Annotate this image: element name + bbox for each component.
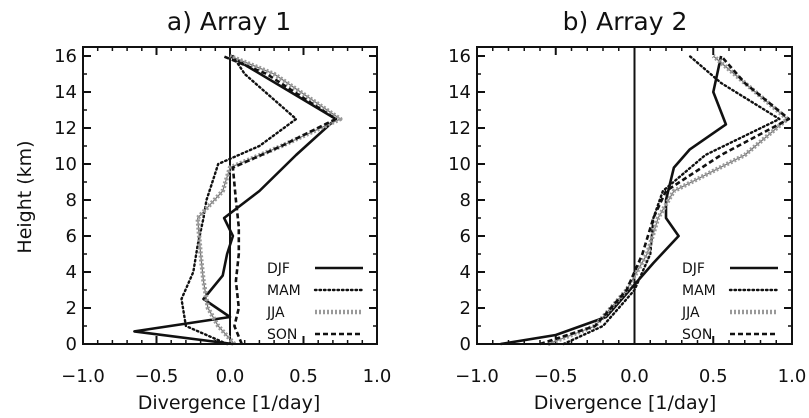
x-tick-label: −0.5	[135, 366, 179, 387]
y-tick-label: 14	[54, 82, 77, 103]
legend: DJF MAM JJA SON	[266, 261, 365, 343]
legend-label-mam: MAM	[682, 283, 716, 299]
y-axis-label: Height (km)	[14, 140, 36, 253]
y-tick-label: 16	[54, 46, 77, 67]
series-line-mam	[562, 54, 781, 346]
y-tick-label: 2	[66, 298, 77, 319]
y-tick-label: 6	[66, 226, 77, 247]
panel-array-2: b) Array 2 Divergence [1/day] DJF MAM JJA S…	[448, 7, 806, 414]
x-tick-label: 0.5	[699, 366, 728, 387]
panel-title: b) Array 2	[563, 7, 688, 36]
y-tick-label: 14	[448, 82, 471, 103]
series-line-jja	[547, 54, 790, 347]
series-line-jja	[195, 53, 343, 346]
series-line-son	[222, 54, 338, 345]
y-tick-label: 8	[460, 190, 471, 211]
x-axis-label: Divergence [1/day]	[534, 392, 717, 414]
y-tick-label: 16	[448, 46, 471, 67]
legend-label-djf: DJF	[682, 261, 705, 277]
y-tick-label: 10	[54, 154, 77, 175]
x-tick-label: 0.5	[289, 366, 318, 387]
y-tick-label: 2	[460, 298, 471, 319]
panel-title: a) Array 1	[167, 7, 291, 36]
plot-frame	[476, 46, 793, 345]
series-line-jja-core	[197, 55, 341, 345]
x-tick-label: −1.0	[61, 366, 105, 387]
y-tick-label: 4	[66, 262, 77, 283]
series-line-son	[539, 55, 791, 346]
series-line-mam	[180, 54, 298, 346]
legend-label-jja: JJA	[266, 305, 285, 321]
x-tick-label: 1.0	[363, 366, 392, 387]
legend-label-son: SON	[682, 327, 712, 343]
y-tick-label: 6	[460, 226, 471, 247]
x-tick-label: 0.0	[216, 366, 245, 387]
panel-array-1: a) Array 1 Height (km) Divergence [1/day…	[14, 7, 391, 414]
y-tick-label: 4	[460, 262, 471, 283]
plot-frame	[82, 46, 378, 345]
legend: DJF MAM JJA SON	[681, 261, 780, 343]
y-tick-label: 0	[460, 334, 471, 355]
x-tick-label: −1.0	[455, 366, 499, 387]
x-axis-label: Divergence [1/day]	[138, 392, 321, 414]
y-tick-label: 12	[448, 118, 471, 139]
legend-label-djf: DJF	[267, 261, 290, 277]
series-line-djf	[500, 55, 728, 346]
x-tick-label: 0.0	[620, 366, 649, 387]
y-tick-label: 10	[448, 154, 471, 175]
y-tick-label: 0	[66, 334, 77, 355]
legend-label-son: SON	[267, 327, 297, 343]
x-tick-label: −0.5	[534, 366, 578, 387]
y-tick-label: 8	[66, 190, 77, 211]
legend-label-mam: MAM	[267, 283, 301, 299]
legend-label-jja: JJA	[681, 305, 700, 321]
x-tick-label: 1.0	[778, 366, 807, 387]
y-tick-label: 12	[54, 118, 77, 139]
